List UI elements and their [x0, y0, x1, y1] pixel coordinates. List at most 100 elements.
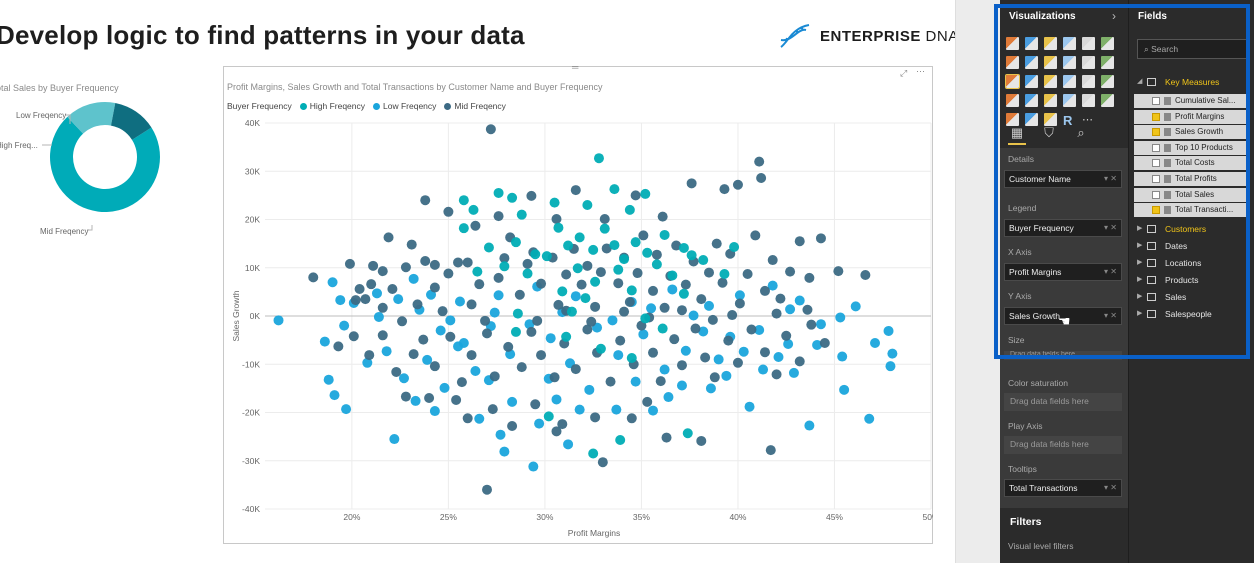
scatter-point-mid[interactable] [354, 283, 365, 294]
scatter-point-mid[interactable] [815, 233, 826, 244]
well-yaxis-field[interactable]: Sales Growth ▾ ✕ [1004, 307, 1122, 325]
scatter-point-mid[interactable] [671, 240, 682, 251]
scatter-point-mid[interactable] [499, 253, 510, 264]
scatter-point-mid[interactable] [605, 376, 616, 387]
scatter-point-high[interactable] [678, 288, 689, 299]
scatter-point-mid[interactable] [366, 279, 377, 290]
scatter-point-mid[interactable] [466, 299, 477, 310]
measure-checkbox[interactable] [1152, 190, 1160, 199]
scatter-point-high[interactable] [574, 232, 585, 243]
scatter-point-low[interactable] [767, 280, 778, 291]
scatter-point-high[interactable] [588, 448, 599, 459]
scatter-point-low[interactable] [408, 273, 419, 284]
scatter-point-low[interactable] [273, 315, 284, 326]
scatter-point-high[interactable] [613, 264, 624, 275]
scatter-point-mid[interactable] [553, 299, 564, 310]
scatter-point-low[interactable] [713, 354, 724, 365]
scatter-point-high[interactable] [499, 261, 510, 272]
scatter-point-high[interactable] [543, 411, 554, 422]
scatter-point-mid[interactable] [582, 324, 593, 335]
scatter-point-mid[interactable] [781, 330, 792, 341]
scatter-point-low[interactable] [839, 384, 850, 395]
drag-handle-icon[interactable]: ═ [572, 62, 579, 72]
scatter-point-low[interactable] [721, 370, 732, 381]
scatter-point-low[interactable] [563, 439, 574, 450]
scatter-point-mid[interactable] [771, 369, 782, 380]
table-dates[interactable]: ▶ Dates [1129, 239, 1254, 254]
scatter-point-mid[interactable] [765, 445, 776, 456]
scatter-point-low[interactable] [545, 333, 556, 344]
scatter-point-mid[interactable] [485, 124, 496, 135]
scatter-point-high[interactable] [667, 270, 678, 281]
scatter-point-mid[interactable] [723, 335, 734, 346]
scatter-point-mid[interactable] [804, 272, 815, 283]
scatter-point-high[interactable] [458, 195, 469, 206]
well-size-drop[interactable]: Drag data fields here [1004, 351, 1122, 360]
scatter-point-mid[interactable] [429, 282, 440, 293]
scatter-point-low[interactable] [489, 307, 500, 318]
scatter-point-low[interactable] [398, 373, 409, 384]
measure-row[interactable]: Total Profits [1134, 172, 1250, 186]
scatter-point-low[interactable] [613, 350, 624, 361]
measure-checkbox[interactable] [1152, 112, 1160, 121]
scatter-point-high[interactable] [729, 242, 740, 253]
scatter-point-low[interactable] [705, 383, 716, 394]
scatter-point-low[interactable] [470, 366, 481, 377]
scatter-point-high[interactable] [609, 240, 620, 251]
scatter-point-mid[interactable] [516, 362, 527, 373]
scatter-point-mid[interactable] [443, 268, 454, 279]
visual-more-icon[interactable]: ⋯ [1082, 114, 1093, 126]
scatter-point-mid[interactable] [659, 302, 670, 313]
measure-row[interactable]: Sales Growth [1134, 125, 1250, 140]
scatter-point-mid[interactable] [391, 366, 402, 377]
scatter-point-low[interactable] [499, 446, 510, 457]
scatter-point-low[interactable] [373, 311, 384, 322]
scatter-point-mid[interactable] [420, 195, 431, 206]
scatter-point-low[interactable] [551, 394, 562, 405]
scatter-point-high[interactable] [678, 242, 689, 253]
scatter-point-mid[interactable] [651, 249, 662, 260]
scatter-point-low[interactable] [850, 301, 861, 312]
scatter-point-mid[interactable] [308, 272, 319, 283]
visual-filled-map-icon[interactable] [1101, 75, 1114, 88]
scatter-point-low[interactable] [885, 361, 896, 372]
scatter-point-low[interactable] [574, 404, 585, 415]
scatter-point-low[interactable] [393, 294, 404, 305]
scatter-point-mid[interactable] [597, 457, 608, 468]
visual-line-column-icon[interactable] [1063, 56, 1076, 69]
scatter-point-high[interactable] [472, 266, 483, 277]
scatter-point-mid[interactable] [530, 399, 541, 410]
scatter-point-mid[interactable] [429, 361, 440, 372]
scatter-point-low[interactable] [493, 290, 504, 301]
scatter-point-low[interactable] [812, 339, 823, 350]
scatter-point-low[interactable] [864, 413, 875, 424]
measure-checkbox[interactable] [1152, 143, 1160, 152]
scatter-point-mid[interactable] [397, 316, 408, 327]
measure-checkbox[interactable] [1152, 97, 1160, 105]
scatter-point-mid[interactable] [489, 371, 500, 382]
visual-area-icon[interactable] [1025, 56, 1038, 69]
scatter-point-high[interactable] [516, 209, 527, 220]
scatter-point-mid[interactable] [680, 279, 691, 290]
scatter-point-low[interactable] [474, 413, 485, 424]
scatter-point-mid[interactable] [561, 269, 572, 280]
scatter-point-low[interactable] [611, 404, 622, 415]
scatter-point-mid[interactable] [456, 377, 467, 388]
scatter-point-mid[interactable] [686, 178, 697, 189]
scatter-point-mid[interactable] [360, 294, 371, 305]
scatter-point-mid[interactable] [759, 347, 770, 358]
scatter-point-low[interactable] [758, 364, 769, 375]
scatter-point-mid[interactable] [642, 396, 653, 407]
scatter-point-mid[interactable] [669, 334, 680, 345]
scatter-point-mid[interactable] [727, 310, 738, 321]
scatter-point-high[interactable] [640, 313, 651, 324]
scatter-point-mid[interactable] [719, 184, 730, 195]
scatter-point-low[interactable] [646, 303, 657, 314]
fields-tab-icon[interactable]: ▦ [1008, 125, 1026, 145]
donut-slice-low[interactable] [110, 102, 152, 140]
scatter-point-low[interactable] [630, 376, 641, 387]
well-remove-icon[interactable]: ▾ ✕ [1104, 483, 1117, 492]
scatter-point-mid[interactable] [383, 232, 394, 243]
scatter-point-mid[interactable] [742, 269, 753, 280]
scatter-point-mid[interactable] [344, 258, 355, 269]
